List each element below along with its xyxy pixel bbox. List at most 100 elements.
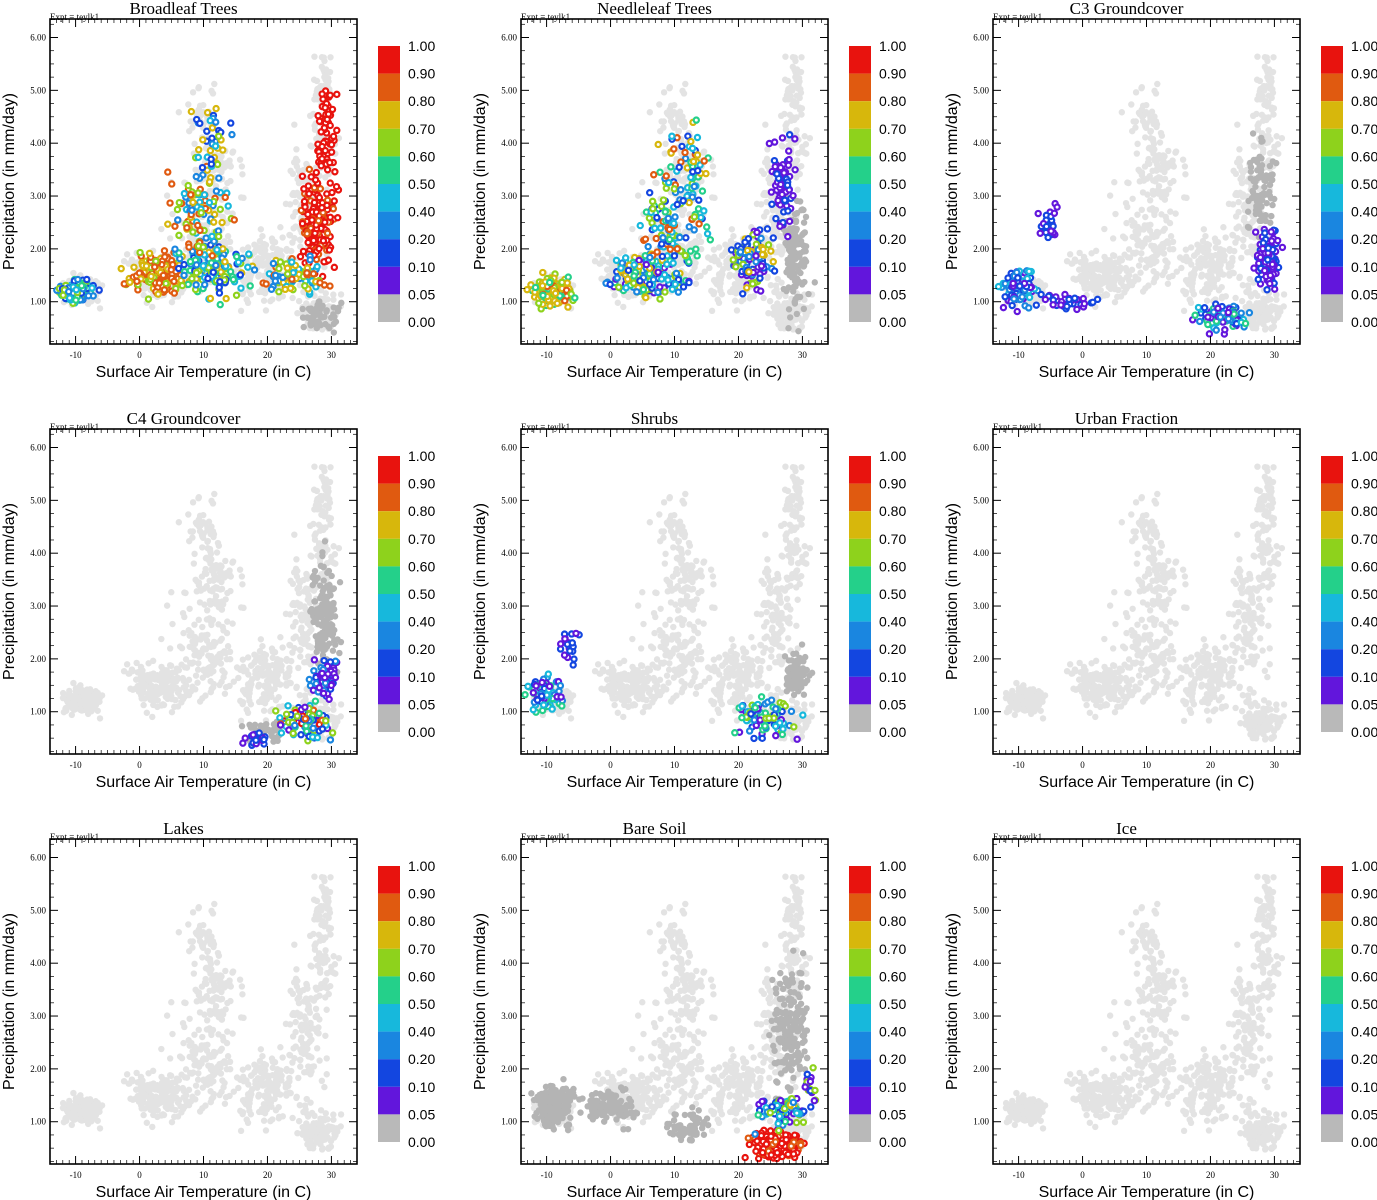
background-point [1080, 264, 1087, 271]
data-point [154, 290, 162, 298]
zero-fraction-point [786, 227, 793, 235]
data-point [199, 136, 207, 144]
data-point [686, 247, 695, 255]
zero-fraction-point [300, 323, 307, 331]
data-point [176, 255, 184, 263]
data-point [150, 263, 159, 271]
background-point [1161, 168, 1168, 176]
data-point [662, 172, 670, 180]
background-point [1157, 175, 1164, 182]
background-point [797, 68, 805, 76]
data-point [216, 205, 225, 214]
background-point [782, 122, 789, 129]
background-point [1107, 263, 1115, 270]
background-point [682, 80, 689, 88]
data-point [332, 182, 341, 191]
background-point [1083, 275, 1090, 282]
data-point [186, 257, 195, 266]
background-point [1138, 250, 1145, 257]
background-point [784, 77, 792, 85]
background-point [1144, 191, 1151, 198]
background-point [709, 163, 717, 170]
background-point [714, 296, 721, 303]
experiment-label: Expt = teylk1 [50, 12, 99, 22]
background-point [1139, 117, 1147, 125]
data-point [304, 210, 312, 219]
data-point [77, 282, 86, 290]
zero-fraction-point [792, 255, 799, 262]
background-point [1111, 298, 1119, 306]
data-point [785, 217, 794, 226]
colorbar-label: 1.00 [879, 38, 906, 54]
background-point [762, 191, 770, 199]
data-point [283, 270, 292, 278]
data-point [199, 262, 207, 270]
data-point [784, 207, 792, 215]
background-point [687, 271, 694, 279]
background-point [660, 89, 668, 96]
data-point [703, 230, 712, 238]
data-point [333, 90, 341, 99]
data-point [214, 132, 223, 140]
data-point [778, 134, 787, 142]
experiment-label: Expt = teylk1 [521, 12, 570, 22]
background-point [1144, 224, 1151, 231]
data-point [661, 288, 669, 296]
background-point [778, 318, 785, 325]
data-point [773, 170, 781, 178]
data-point [206, 294, 215, 303]
background-point [1136, 168, 1144, 175]
data-point [697, 213, 705, 222]
data-point [748, 280, 757, 288]
data-point [237, 284, 245, 292]
colorbar-swatch [849, 184, 871, 212]
background-point [1126, 272, 1133, 279]
background-point [259, 232, 266, 240]
zero-fraction-point [319, 314, 326, 321]
data-point [333, 126, 341, 135]
background-point [330, 291, 337, 298]
data-point [192, 172, 200, 181]
background-point [1110, 252, 1118, 260]
background-point [725, 264, 732, 271]
data-point [188, 206, 196, 214]
background-point [1205, 241, 1213, 249]
background-point [695, 233, 703, 240]
data-point [685, 198, 693, 207]
data-point [690, 182, 699, 191]
background-point [286, 231, 293, 239]
data-point [624, 266, 633, 275]
background-point [1077, 259, 1084, 266]
data-point [621, 254, 630, 262]
background-point [1150, 278, 1157, 286]
data-point [214, 232, 223, 241]
background-point [1197, 264, 1204, 271]
data-point [752, 252, 760, 260]
background-point [227, 177, 234, 185]
background-point [732, 290, 740, 297]
background-point [1160, 158, 1167, 165]
background-point [717, 287, 724, 294]
background-point [1140, 177, 1148, 184]
data-point [74, 275, 82, 284]
background-point [715, 244, 723, 251]
data-point [329, 205, 338, 213]
data-point [327, 140, 336, 149]
zero-fraction-point [322, 320, 329, 328]
data-point [95, 286, 103, 294]
colorbar-swatch [378, 73, 400, 102]
background-point [1091, 272, 1098, 279]
data-point [776, 222, 784, 231]
data-point [189, 198, 197, 207]
data-point [184, 181, 192, 190]
background-point [330, 296, 337, 303]
zero-fraction-point [800, 230, 807, 237]
background-point [1098, 276, 1105, 283]
background-point [620, 303, 627, 311]
background-point [801, 133, 808, 140]
background-point [1218, 283, 1225, 291]
background-point [720, 266, 727, 273]
y-tick-label: 2.00 [501, 244, 517, 254]
x-tick-label: 10 [199, 350, 209, 360]
